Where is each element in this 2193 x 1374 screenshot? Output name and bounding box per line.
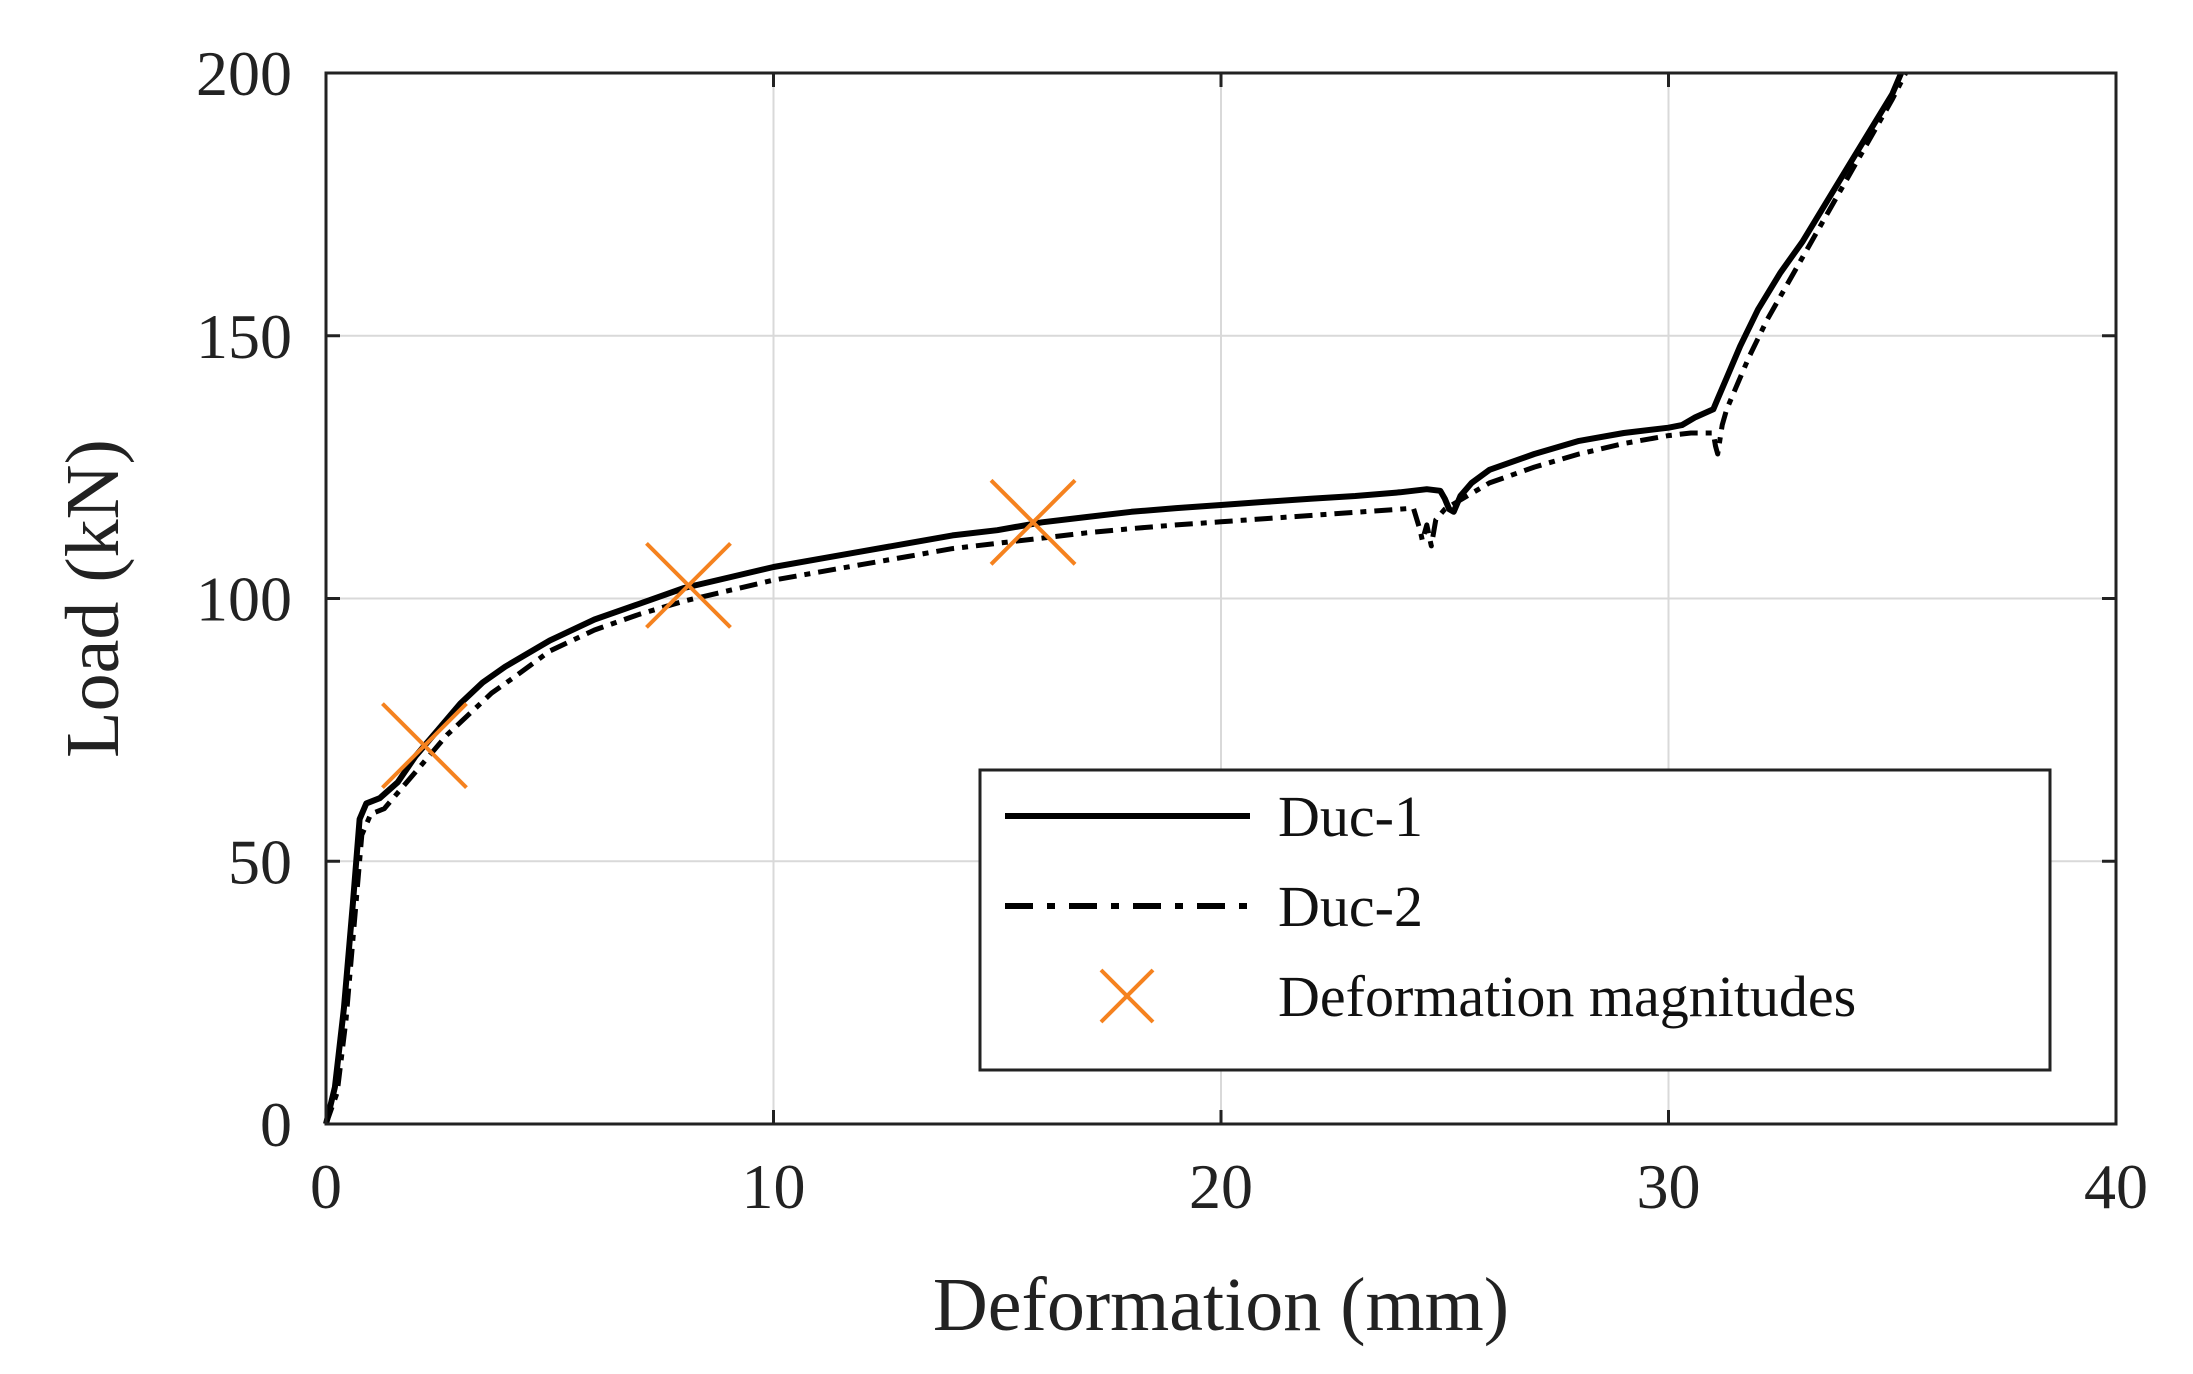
y-tick-label: 150 xyxy=(196,301,292,372)
data-point-deformation-magnitude xyxy=(989,478,1077,566)
data-point-deformation-magnitude xyxy=(645,541,732,629)
legend-label-duc-2: Duc-2 xyxy=(1278,874,1423,939)
series-line-duc-2 xyxy=(323,71,1908,1125)
legend-label-deformation-magnitudes: Deformation magnitudes xyxy=(1278,964,1856,1029)
x-tick-label: 10 xyxy=(742,1151,806,1222)
x-tick-label: 40 xyxy=(2084,1151,2148,1222)
series-line-duc-1 xyxy=(323,71,1904,1125)
y-tick-label: 0 xyxy=(260,1089,292,1160)
x-axis-label: Deformation (mm) xyxy=(933,1263,1509,1347)
legend-label-duc-1: Duc-1 xyxy=(1278,784,1423,849)
x-tick-label: 0 xyxy=(310,1151,342,1222)
y-tick-label: 100 xyxy=(196,564,292,635)
x-tick-label: 20 xyxy=(1189,1151,1253,1222)
tick-labels: 0 10 20 30 40 0 50 100 150 200 xyxy=(196,38,2148,1222)
y-tick-label: 200 xyxy=(196,38,292,109)
y-axis-label: Load (kN) xyxy=(51,439,135,758)
y-tick-label: 50 xyxy=(228,826,292,897)
series-layer xyxy=(323,71,1908,1125)
axis-ticks xyxy=(324,71,2118,1126)
legend-box xyxy=(978,768,2052,1072)
marker-stroke xyxy=(989,478,1077,566)
marker-layer xyxy=(381,478,1077,790)
legend-swatch-deformation-magnitudes xyxy=(1099,968,1155,1024)
marker-stroke xyxy=(381,702,468,790)
legend-marker-x xyxy=(1099,968,1155,1024)
data-point-deformation-magnitude xyxy=(381,702,468,790)
marker-stroke xyxy=(645,541,732,629)
x-tick-label: 30 xyxy=(1637,1151,1701,1222)
marker-stroke xyxy=(1099,968,1155,1024)
legend: Duc-1 Duc-2 Deformation magnitudes xyxy=(978,768,2052,1072)
